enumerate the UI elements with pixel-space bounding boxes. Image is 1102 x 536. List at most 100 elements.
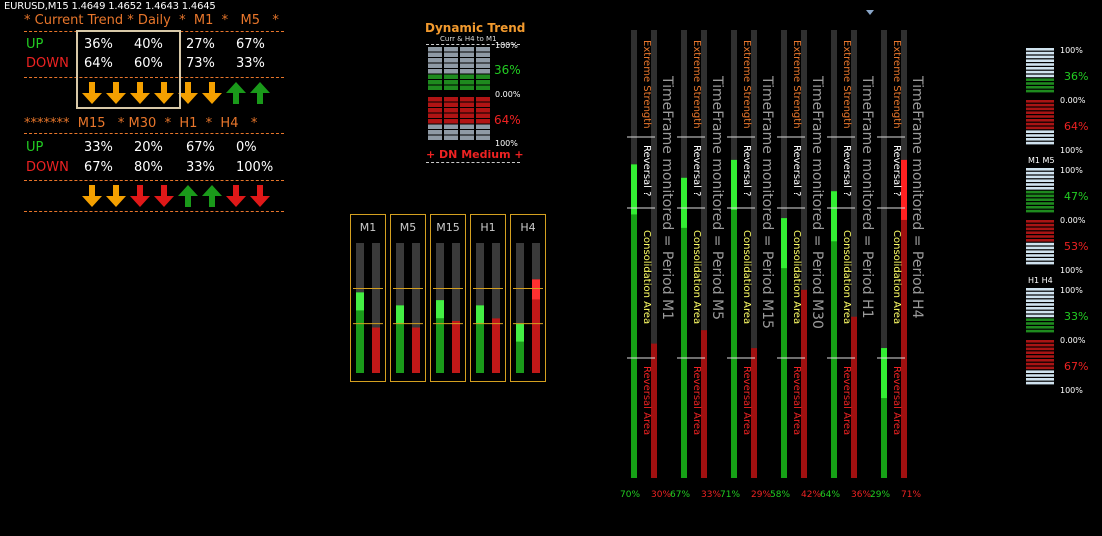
zone-label-consolidation: Consolidation Area (791, 230, 802, 325)
gauge-label: H1 (480, 221, 496, 234)
down-label-1: DOWN (26, 56, 69, 71)
up-m5: 67% (236, 37, 265, 52)
timeframe-monitored-label: TimeFrame monitored = Period M30 (809, 76, 825, 329)
column-green-pct: 67% (670, 490, 691, 500)
divider (24, 211, 284, 212)
arrow-up-icon (224, 80, 248, 106)
zone-label-extreme: Extreme Strength (641, 40, 652, 129)
dynamic-trend-status: + DN Medium + (426, 148, 524, 161)
right-pct-red: 53% (1064, 240, 1089, 253)
zone-label-consolidation: Consolidation Area (641, 230, 652, 325)
zone-label-reversal-area: Reversal Area (741, 366, 752, 436)
up-h4: 0% (236, 140, 257, 155)
zone-label-reversal-q: Reversal ? (741, 145, 752, 197)
arrow-down-icon (104, 80, 128, 106)
strength-column (677, 30, 707, 478)
gauge-m5: M5 (390, 214, 426, 382)
down-current: 64% (84, 56, 113, 71)
timeframe-monitored-label: TimeFrame monitored = Period H1 (859, 76, 875, 319)
trend-arrows-row2 (80, 183, 272, 209)
gauge-h4: H4 (510, 214, 546, 382)
scroll-marker-icon[interactable] (866, 0, 874, 15)
zone-label-reversal-area: Reversal Area (841, 366, 852, 436)
trend-header-row2: ******* M15 * M30 * H1 * H4 * (24, 116, 258, 131)
arrow-down-icon (152, 183, 176, 209)
right-pct-green: 47% (1064, 190, 1089, 203)
strength-column (627, 30, 657, 478)
down-m5: 33% (236, 56, 265, 71)
timeframe-monitored-label: TimeFrame monitored = Period M5 (709, 76, 725, 321)
right-pct-mid: 0.00% (1060, 336, 1086, 345)
column-green-pct: 71% (720, 490, 741, 500)
gauge-label: M5 (399, 221, 417, 234)
zone-label-consolidation: Consolidation Area (691, 230, 702, 325)
arrow-down-icon (224, 183, 248, 209)
right-pct-red: 64% (1064, 120, 1089, 133)
column-green-pct: 58% (770, 490, 791, 500)
strength-column (827, 30, 857, 478)
down-h4: 100% (236, 160, 274, 175)
up-label-2: UP (26, 140, 44, 155)
strength-column (727, 30, 757, 479)
timeframe-monitored-label: TimeFrame monitored = Period M15 (759, 76, 775, 329)
up-h1: 67% (186, 140, 215, 155)
down-m15: 67% (84, 160, 113, 175)
right-block-label: H1 H4 (1028, 276, 1053, 285)
dt-zero: 0.00% (495, 90, 521, 99)
dynamic-trend-title: Dynamic Trend (425, 21, 526, 35)
divider (426, 44, 520, 45)
timeframe-monitored-label: TimeFrame monitored = Period H4 (909, 76, 925, 319)
right-pct-top: 100% (1060, 46, 1083, 55)
column-red-pct: 33% (701, 490, 722, 500)
arrow-down-icon (128, 183, 152, 209)
zone-label-reversal-q: Reversal ? (891, 145, 902, 197)
dynamic-trend-subtitle: Curr & H4 to M1 (440, 35, 497, 43)
right-pct-green: 33% (1064, 310, 1089, 323)
up-daily: 40% (134, 37, 163, 52)
column-green-pct: 29% (870, 490, 891, 500)
divider (24, 133, 284, 134)
arrow-up-icon (176, 183, 200, 209)
right-pct-bot: 100% (1060, 266, 1083, 275)
zone-label-consolidation: Consolidation Area (841, 230, 852, 325)
right-pct-top: 100% (1060, 166, 1083, 175)
arrow-down-icon (152, 80, 176, 106)
column-red-pct: 30% (651, 490, 672, 500)
arrow-down-icon (80, 183, 104, 209)
right-pct-red: 67% (1064, 360, 1089, 373)
zone-label-reversal-area: Reversal Area (641, 366, 652, 436)
arrow-down-icon (104, 183, 128, 209)
right-pct-mid: 0.00% (1060, 96, 1086, 105)
timeframe-monitored-label: TimeFrame monitored = Period M1 (659, 76, 675, 321)
gauge-label: H4 (520, 221, 536, 234)
dt-down-pct: 64% (494, 113, 521, 127)
right-pct-green: 36% (1064, 70, 1089, 83)
dynamic-trend-down-bars (427, 97, 491, 141)
right-block-label: M1 M5 (1028, 156, 1055, 165)
gauge-label: M15 (436, 221, 460, 234)
right-block-bars (1026, 288, 1054, 385)
dynamic-trend-up-bars (427, 47, 491, 91)
arrow-down-icon (200, 80, 224, 106)
column-green-pct: 64% (820, 490, 841, 500)
trend-arrows-row1 (80, 80, 272, 106)
arrow-down-icon (80, 80, 104, 106)
arrow-down-icon (248, 183, 272, 209)
right-pct-bot: 100% (1060, 146, 1083, 155)
dt-up-pct: 36% (494, 63, 521, 77)
right-block-bars (1026, 168, 1054, 265)
gauge-h1: H1 (470, 214, 506, 382)
gauge-m1: M1 (350, 214, 386, 382)
divider (24, 77, 284, 78)
down-h1: 33% (186, 160, 215, 175)
arrow-up-icon (248, 80, 272, 106)
zone-label-extreme: Extreme Strength (741, 40, 752, 129)
zone-label-reversal-area: Reversal Area (891, 366, 902, 436)
strength-column (877, 30, 907, 479)
down-m30: 80% (134, 160, 163, 175)
zone-label-reversal-q: Reversal ? (641, 145, 652, 197)
trend-header-row1: * Current Trend * Daily * M1 * M5 * (24, 13, 279, 28)
dt-bot-100: 100% (495, 139, 518, 148)
divider (426, 162, 520, 163)
column-red-pct: 71% (901, 490, 922, 500)
